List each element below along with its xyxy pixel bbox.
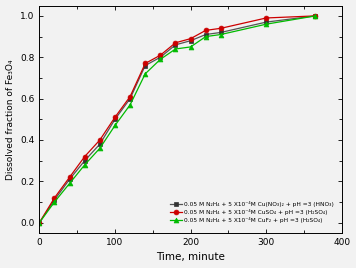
0.05 M N₂H₄ + 5 X10⁻⁴M CuF₂ + pH =3 (H₂SO₄) [37, 221, 42, 224]
0.05 M N₂H₄ + 5 X10⁻⁴M CuF₂ + pH =3 (H₂SO₄) [313, 14, 318, 17]
0.05 M N₂H₄ + 5 X10⁻⁴M CuF₂ + pH =3 (H₂SO₄) [188, 45, 193, 49]
0.05 M N₂H₄ + 5 X10⁻⁴M Cu(NO₃)₂ + pH =3 (HNO₃) [188, 39, 193, 42]
0.05 M N₂H₄ + 5 X10⁻⁴M Cu(NO₃)₂ + pH =3 (HNO₃) [37, 221, 42, 224]
0.05 M N₂H₄ + 5 X10⁻⁴M CuSO₄ + pH =3 (H₂SO₄) [52, 196, 57, 199]
0.05 M N₂H₄ + 5 X10⁻⁴M CuF₂ + pH =3 (H₂SO₄) [128, 103, 132, 106]
0.05 M N₂H₄ + 5 X10⁻⁴M CuSO₄ + pH =3 (H₂SO₄) [143, 62, 147, 65]
0.05 M N₂H₄ + 5 X10⁻⁴M CuSO₄ + pH =3 (H₂SO₄) [128, 95, 132, 98]
0.05 M N₂H₄ + 5 X10⁻⁴M Cu(NO₃)₂ + pH =3 (HNO₃) [52, 198, 57, 202]
0.05 M N₂H₄ + 5 X10⁻⁴M Cu(NO₃)₂ + pH =3 (HNO₃) [264, 20, 268, 24]
Legend: 0.05 M N₂H₄ + 5 X10⁻⁴M Cu(NO₃)₂ + pH =3 (HNO₃), 0.05 M N₂H₄ + 5 X10⁻⁴M CuSO₄ + p: 0.05 M N₂H₄ + 5 X10⁻⁴M Cu(NO₃)₂ + pH =3 … [168, 198, 336, 226]
0.05 M N₂H₄ + 5 X10⁻⁴M CuSO₄ + pH =3 (H₂SO₄) [313, 14, 318, 17]
0.05 M N₂H₄ + 5 X10⁻⁴M CuSO₄ + pH =3 (H₂SO₄) [68, 176, 72, 179]
0.05 M N₂H₄ + 5 X10⁻⁴M CuF₂ + pH =3 (H₂SO₄) [264, 23, 268, 26]
0.05 M N₂H₄ + 5 X10⁻⁴M CuSO₄ + pH =3 (H₂SO₄) [83, 155, 87, 158]
0.05 M N₂H₄ + 5 X10⁻⁴M CuF₂ + pH =3 (H₂SO₄) [83, 163, 87, 166]
0.05 M N₂H₄ + 5 X10⁻⁴M Cu(NO₃)₂ + pH =3 (HNO₃) [143, 64, 147, 67]
0.05 M N₂H₄ + 5 X10⁻⁴M Cu(NO₃)₂ + pH =3 (HNO₃) [158, 56, 162, 59]
0.05 M N₂H₄ + 5 X10⁻⁴M CuSO₄ + pH =3 (H₂SO₄) [264, 16, 268, 20]
Line: 0.05 M N₂H₄ + 5 X10⁻⁴M CuF₂ + pH =3 (H₂SO₄): 0.05 M N₂H₄ + 5 X10⁻⁴M CuF₂ + pH =3 (H₂S… [37, 13, 318, 225]
0.05 M N₂H₄ + 5 X10⁻⁴M CuSO₄ + pH =3 (H₂SO₄) [37, 221, 42, 224]
Line: 0.05 M N₂H₄ + 5 X10⁻⁴M CuSO₄ + pH =3 (H₂SO₄): 0.05 M N₂H₄ + 5 X10⁻⁴M CuSO₄ + pH =3 (H₂… [37, 13, 318, 225]
0.05 M N₂H₄ + 5 X10⁻⁴M CuSO₄ + pH =3 (H₂SO₄) [219, 27, 223, 30]
0.05 M N₂H₄ + 5 X10⁻⁴M CuF₂ + pH =3 (H₂SO₄) [98, 147, 102, 150]
X-axis label: Time, minute: Time, minute [156, 252, 225, 262]
Line: 0.05 M N₂H₄ + 5 X10⁻⁴M Cu(NO₃)₂ + pH =3 (HNO₃): 0.05 M N₂H₄ + 5 X10⁻⁴M Cu(NO₃)₂ + pH =3 … [37, 13, 318, 225]
0.05 M N₂H₄ + 5 X10⁻⁴M Cu(NO₃)₂ + pH =3 (HNO₃) [98, 143, 102, 146]
0.05 M N₂H₄ + 5 X10⁻⁴M CuF₂ + pH =3 (H₂SO₄) [52, 200, 57, 204]
0.05 M N₂H₄ + 5 X10⁻⁴M CuSO₄ + pH =3 (H₂SO₄) [113, 116, 117, 119]
0.05 M N₂H₄ + 5 X10⁻⁴M CuSO₄ + pH =3 (H₂SO₄) [204, 29, 208, 32]
Y-axis label: Dissolved fraction of Fe₃O₄: Dissolved fraction of Fe₃O₄ [6, 59, 15, 180]
0.05 M N₂H₄ + 5 X10⁻⁴M CuF₂ + pH =3 (H₂SO₄) [158, 58, 162, 61]
0.05 M N₂H₄ + 5 X10⁻⁴M Cu(NO₃)₂ + pH =3 (HNO₃) [68, 178, 72, 181]
0.05 M N₂H₄ + 5 X10⁻⁴M Cu(NO₃)₂ + pH =3 (HNO₃) [313, 14, 318, 17]
0.05 M N₂H₄ + 5 X10⁻⁴M CuF₂ + pH =3 (H₂SO₄) [219, 33, 223, 36]
0.05 M N₂H₄ + 5 X10⁻⁴M Cu(NO₃)₂ + pH =3 (HNO₃) [204, 33, 208, 36]
0.05 M N₂H₄ + 5 X10⁻⁴M CuSO₄ + pH =3 (H₂SO₄) [158, 54, 162, 57]
0.05 M N₂H₄ + 5 X10⁻⁴M CuSO₄ + pH =3 (H₂SO₄) [98, 138, 102, 142]
0.05 M N₂H₄ + 5 X10⁻⁴M Cu(NO₃)₂ + pH =3 (HNO₃) [83, 159, 87, 162]
0.05 M N₂H₄ + 5 X10⁻⁴M Cu(NO₃)₂ + pH =3 (HNO₃) [113, 118, 117, 121]
0.05 M N₂H₄ + 5 X10⁻⁴M CuF₂ + pH =3 (H₂SO₄) [173, 47, 178, 51]
0.05 M N₂H₄ + 5 X10⁻⁴M CuSO₄ + pH =3 (H₂SO₄) [188, 37, 193, 40]
0.05 M N₂H₄ + 5 X10⁻⁴M CuF₂ + pH =3 (H₂SO₄) [68, 182, 72, 185]
0.05 M N₂H₄ + 5 X10⁻⁴M Cu(NO₃)₂ + pH =3 (HNO₃) [128, 97, 132, 100]
0.05 M N₂H₄ + 5 X10⁻⁴M CuF₂ + pH =3 (H₂SO₄) [113, 124, 117, 127]
0.05 M N₂H₄ + 5 X10⁻⁴M CuSO₄ + pH =3 (H₂SO₄) [173, 41, 178, 44]
0.05 M N₂H₄ + 5 X10⁻⁴M CuF₂ + pH =3 (H₂SO₄) [204, 35, 208, 38]
0.05 M N₂H₄ + 5 X10⁻⁴M CuF₂ + pH =3 (H₂SO₄) [143, 72, 147, 75]
0.05 M N₂H₄ + 5 X10⁻⁴M Cu(NO₃)₂ + pH =3 (HNO₃) [173, 43, 178, 46]
0.05 M N₂H₄ + 5 X10⁻⁴M Cu(NO₃)₂ + pH =3 (HNO₃) [219, 31, 223, 34]
